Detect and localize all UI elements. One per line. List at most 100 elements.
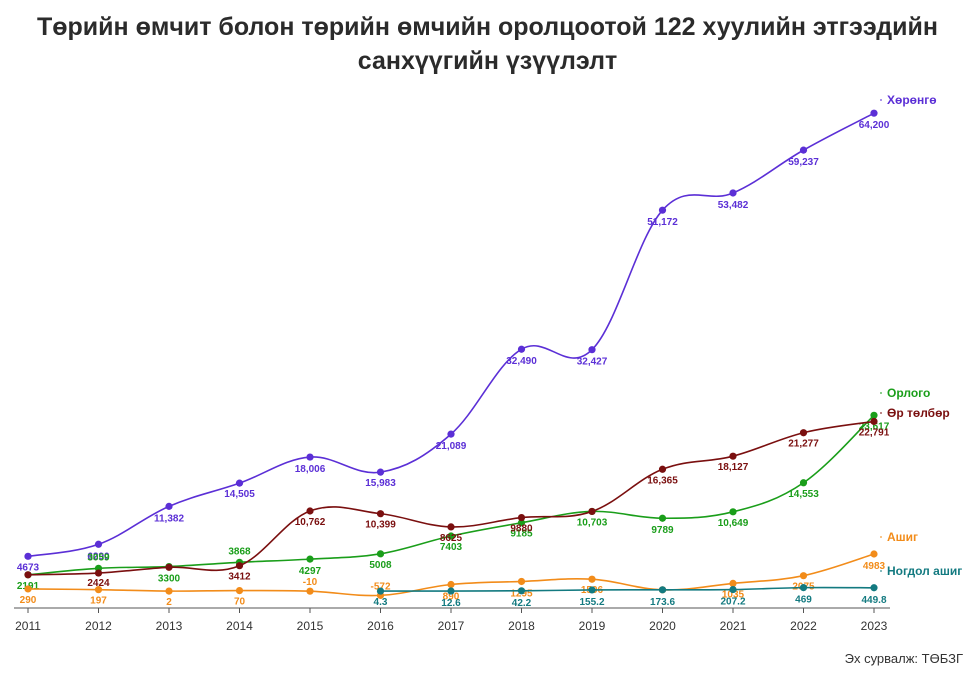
- data-point: [376, 587, 385, 595]
- data-label: 16,365: [647, 475, 678, 486]
- data-label: 59,237: [788, 157, 819, 168]
- data-point: [658, 465, 667, 473]
- x-tick-label: 2015: [297, 619, 324, 633]
- chart-title-line1: Төрийн өмчит болон төрийн өмчийн оролцоо…: [36, 13, 938, 41]
- data-point: [588, 575, 596, 583]
- data-label: 4.3: [374, 597, 388, 608]
- series-4: 4.3 12.6 42.2 155.2 173.6 207.2 469 449.8 Ногдол…: [374, 564, 963, 609]
- data-label: 32,427: [577, 357, 608, 368]
- data-label: 18,006: [295, 464, 326, 475]
- series-name-label: Орлого: [887, 386, 930, 400]
- data-point: [729, 189, 737, 197]
- data-label: 9185: [510, 529, 533, 540]
- data-point: [306, 507, 314, 515]
- data-label: 1035: [722, 589, 745, 600]
- data-point: [658, 206, 667, 214]
- data-label: 23,617: [859, 421, 890, 432]
- data-point: [729, 585, 737, 594]
- source-note: Эх сурвалж: ТӨБЗГ: [844, 651, 963, 666]
- data-label: 207.2: [720, 597, 745, 608]
- data-point: [24, 585, 32, 593]
- data-label: 8625: [440, 533, 463, 544]
- data-point: [799, 584, 808, 592]
- data-point: [165, 502, 173, 510]
- data-label: 6290: [87, 551, 110, 562]
- data-point: [306, 453, 314, 461]
- data-point: [729, 452, 737, 460]
- data-label: 4983: [863, 561, 886, 572]
- data-label: 21,277: [788, 439, 819, 450]
- data-label: 70: [234, 597, 246, 608]
- data-label: 3059: [87, 552, 110, 563]
- data-label: 290: [20, 595, 37, 606]
- data-point: [447, 523, 455, 531]
- data-point: [799, 146, 808, 154]
- data-point: [306, 555, 314, 563]
- chart-title: Төрийн өмчит болон төрийн өмчийн оролцоо…: [0, 10, 975, 78]
- data-point: [165, 563, 173, 571]
- data-label: -10: [303, 577, 318, 588]
- data-point: [447, 532, 455, 540]
- data-label: 64,200: [859, 120, 890, 131]
- data-point: [870, 109, 878, 117]
- data-point: [94, 569, 103, 577]
- data-label: 3868: [228, 546, 251, 557]
- x-tick-label: 2011: [15, 619, 41, 633]
- series-1: 2191305933003868429750087403918510,70397…: [17, 386, 930, 592]
- data-label: 197: [90, 596, 107, 607]
- data-point: [658, 514, 667, 522]
- data-label: 173.6: [650, 597, 675, 608]
- data-point: [24, 552, 32, 560]
- data-label: 14,553: [788, 489, 819, 500]
- data-label: 3300: [158, 574, 181, 585]
- data-label: 11,382: [154, 513, 184, 524]
- x-tick-label: 2014: [226, 619, 253, 633]
- data-point: [588, 507, 596, 516]
- data-point: [870, 417, 878, 426]
- data-point: [376, 550, 385, 558]
- series-name-label: Өр төлбөр: [887, 406, 950, 420]
- data-point: [517, 513, 526, 522]
- data-label: 14,505: [224, 489, 255, 500]
- data-label: 10,762: [295, 517, 326, 528]
- data-point: [517, 587, 526, 595]
- x-tick-label: 2016: [367, 619, 394, 633]
- data-point: [799, 479, 808, 487]
- data-label: 21,089: [436, 441, 467, 452]
- data-label: 42.2: [512, 598, 532, 609]
- x-tick-label: 2013: [156, 619, 183, 633]
- x-tick-label: 2021: [720, 619, 747, 633]
- data-label: 5008: [369, 560, 392, 571]
- data-point: [870, 411, 878, 419]
- data-label: 10,649: [718, 518, 749, 529]
- data-label: -572: [370, 581, 390, 592]
- data-label: 15,983: [365, 478, 396, 489]
- series-name-label: Ногдол ашиг: [887, 564, 962, 578]
- data-label: 10,703: [577, 517, 608, 528]
- data-label: 890: [443, 591, 460, 602]
- data-point: [870, 550, 878, 558]
- data-label: 469: [795, 595, 812, 606]
- data-point: [447, 580, 455, 589]
- data-label: 18,127: [718, 462, 749, 473]
- chart-title-line2: санхүүгийн үзүүлэлт: [357, 47, 618, 75]
- data-label: 2424: [87, 578, 110, 589]
- data-point: [517, 577, 526, 586]
- data-point: [235, 479, 244, 487]
- data-label: 9789: [651, 525, 674, 536]
- x-tick-label: 2019: [579, 619, 606, 633]
- data-label: 10,399: [365, 520, 396, 531]
- data-point: [588, 586, 596, 594]
- data-point: [376, 468, 385, 476]
- data-point: [94, 586, 103, 594]
- data-label: 449.8: [861, 595, 886, 606]
- x-tick-label: 2012: [85, 619, 112, 633]
- data-point: [870, 584, 878, 592]
- data-point: [799, 572, 808, 580]
- data-label: 2: [166, 597, 172, 608]
- data-label: 4297: [299, 566, 322, 577]
- data-label: 9880: [510, 524, 533, 535]
- data-label: 22,791: [859, 427, 890, 438]
- x-tick-label: 2020: [649, 619, 676, 633]
- data-label: 155.2: [579, 597, 604, 608]
